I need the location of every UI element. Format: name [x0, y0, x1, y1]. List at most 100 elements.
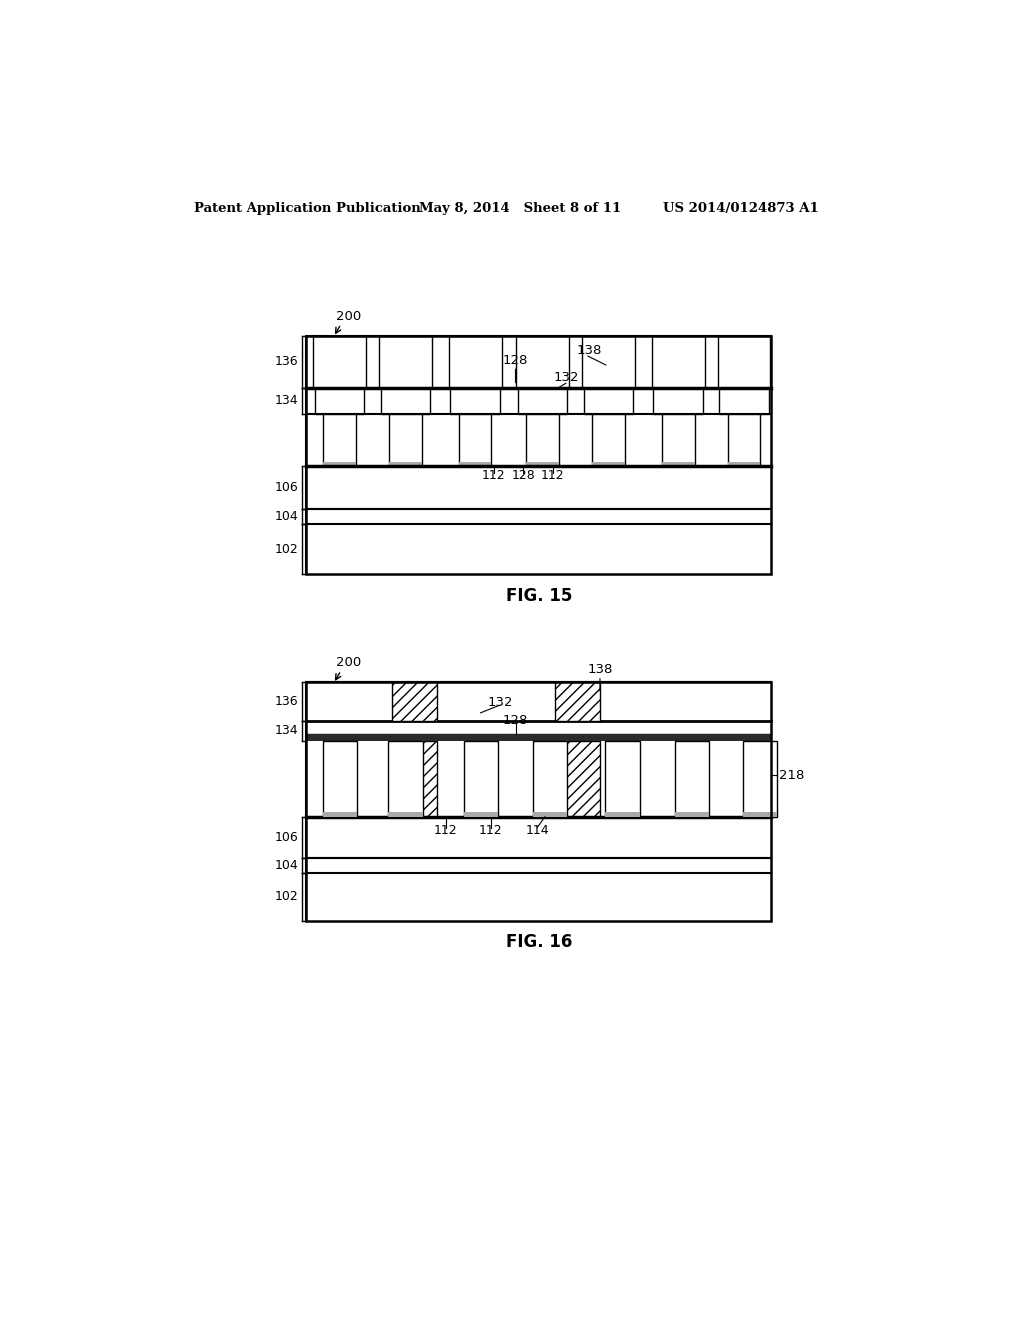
Bar [388, 812, 423, 817]
Bar [379, 335, 432, 388]
Text: 112: 112 [479, 824, 503, 837]
Text: 200: 200 [336, 656, 360, 669]
Bar [389, 414, 422, 466]
Text: 138: 138 [588, 663, 612, 676]
Bar [306, 858, 771, 873]
Text: 112: 112 [482, 469, 506, 482]
Bar [592, 462, 625, 466]
Text: 138: 138 [577, 343, 602, 356]
Text: 136: 136 [274, 694, 299, 708]
Bar [555, 741, 600, 817]
Bar [356, 741, 365, 817]
Bar [314, 388, 365, 414]
Text: US 2014/0124873 A1: US 2014/0124873 A1 [663, 202, 818, 215]
Bar [464, 812, 498, 817]
Text: 218: 218 [779, 768, 805, 781]
Bar [583, 335, 635, 388]
Bar [728, 414, 761, 466]
Bar [498, 741, 506, 817]
Bar [526, 462, 559, 466]
Text: 102: 102 [274, 890, 299, 903]
Text: 104: 104 [274, 859, 299, 871]
Bar [534, 812, 567, 817]
Bar [388, 741, 423, 817]
Bar [662, 462, 694, 466]
Bar [640, 741, 647, 817]
Text: 112: 112 [541, 469, 564, 482]
Bar [728, 462, 761, 466]
Bar [392, 682, 437, 721]
Bar [516, 335, 569, 388]
Text: 128: 128 [503, 354, 528, 367]
Text: Patent Application Publication: Patent Application Publication [194, 202, 421, 215]
Bar [776, 741, 784, 817]
Bar [314, 741, 323, 817]
Bar [584, 388, 633, 414]
Bar [306, 335, 771, 466]
Text: 132: 132 [553, 371, 579, 384]
Bar [324, 414, 356, 466]
Bar [449, 335, 502, 388]
Text: 104: 104 [274, 510, 299, 523]
Bar [735, 741, 742, 817]
Bar [459, 414, 492, 466]
Bar [306, 682, 771, 921]
Bar [459, 462, 492, 466]
Bar [423, 741, 430, 817]
Bar [555, 682, 600, 721]
Bar [306, 335, 771, 574]
Bar [742, 812, 776, 817]
Bar [534, 741, 567, 817]
Bar [306, 817, 771, 858]
Bar [306, 721, 771, 734]
Bar [675, 812, 710, 817]
Text: 128: 128 [511, 469, 536, 482]
Text: FIG. 15: FIG. 15 [506, 587, 572, 605]
Bar [668, 741, 675, 817]
Bar [306, 682, 771, 721]
Bar [718, 335, 770, 388]
Bar [456, 741, 464, 817]
Bar [451, 388, 500, 414]
Bar [323, 812, 356, 817]
Bar [518, 388, 567, 414]
Bar [389, 462, 422, 466]
Bar [306, 466, 771, 508]
Bar [306, 508, 771, 524]
Bar [306, 524, 771, 574]
Bar [306, 682, 771, 921]
Bar [592, 414, 625, 466]
Bar [306, 873, 771, 921]
Text: 106: 106 [274, 830, 299, 843]
Bar [742, 741, 776, 817]
Bar [381, 388, 430, 414]
Bar [324, 462, 356, 466]
Bar [526, 414, 559, 466]
Text: May 8, 2014   Sheet 8 of 11: May 8, 2014 Sheet 8 of 11 [419, 202, 621, 215]
Text: 200: 200 [336, 310, 360, 323]
Text: 106: 106 [274, 480, 299, 494]
Text: 132: 132 [487, 696, 513, 709]
Text: 136: 136 [274, 355, 299, 368]
Bar [306, 734, 771, 741]
Bar [381, 741, 388, 817]
Text: 134: 134 [274, 395, 299, 408]
Bar [605, 741, 640, 817]
Bar [598, 741, 605, 817]
Text: 134: 134 [274, 723, 299, 737]
Text: FIG. 16: FIG. 16 [506, 933, 572, 952]
Bar [653, 388, 703, 414]
Bar [306, 335, 771, 574]
Text: 114: 114 [525, 824, 549, 837]
Bar [323, 741, 356, 817]
Text: 102: 102 [274, 543, 299, 556]
Bar [710, 741, 717, 817]
Bar [719, 388, 769, 414]
Bar [464, 741, 498, 817]
Bar [652, 335, 705, 388]
Text: 128: 128 [503, 714, 528, 727]
Bar [662, 414, 694, 466]
Bar [392, 741, 437, 817]
Bar [313, 335, 366, 388]
Bar [605, 812, 640, 817]
